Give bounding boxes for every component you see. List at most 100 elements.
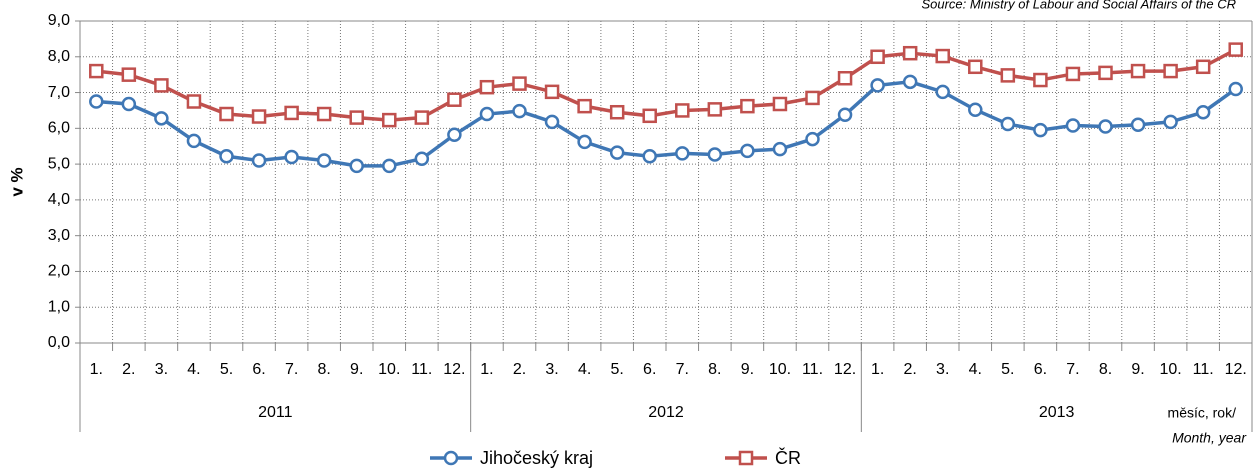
marker bbox=[284, 105, 299, 121]
x-tick-label: 2. bbox=[903, 361, 916, 378]
marker bbox=[642, 108, 657, 124]
marker bbox=[1228, 42, 1243, 57]
marker bbox=[1195, 59, 1211, 75]
marker bbox=[805, 131, 820, 147]
y-tick-label: 6,0 bbox=[48, 120, 70, 137]
marker bbox=[447, 127, 462, 143]
group-label: 2013 bbox=[1039, 404, 1075, 421]
marker bbox=[1000, 68, 1016, 83]
marker bbox=[382, 158, 397, 174]
x-axis-label: měsíc, rok/ bbox=[1168, 405, 1237, 421]
marker bbox=[512, 103, 527, 119]
marker bbox=[414, 110, 430, 125]
marker bbox=[154, 111, 169, 126]
marker bbox=[772, 96, 788, 112]
marker bbox=[154, 78, 169, 93]
marker bbox=[1163, 114, 1178, 130]
x-tick-label: 4. bbox=[187, 361, 200, 378]
marker bbox=[1163, 63, 1178, 79]
legend-label: ČR bbox=[775, 447, 801, 468]
y-tick-label: 9,0 bbox=[48, 12, 70, 29]
x-tick-label: 1. bbox=[90, 361, 103, 378]
marker bbox=[1098, 119, 1113, 134]
marker bbox=[316, 106, 332, 122]
marker bbox=[1130, 63, 1146, 79]
x-tick-label: 9. bbox=[1131, 361, 1144, 378]
x-tick-label: 12. bbox=[443, 361, 465, 378]
marker bbox=[382, 112, 397, 128]
marker bbox=[89, 94, 104, 109]
x-axis-label: Month, year bbox=[1172, 430, 1247, 446]
x-tick-label: 1. bbox=[871, 361, 884, 378]
x-tick-label: 4. bbox=[578, 361, 591, 378]
x-tick-label: 9. bbox=[741, 361, 754, 378]
marker bbox=[89, 63, 104, 79]
marker bbox=[1130, 117, 1146, 133]
marker bbox=[1033, 72, 1048, 88]
marker bbox=[740, 143, 755, 159]
marker bbox=[512, 76, 527, 91]
y-tick-label: 1,0 bbox=[48, 298, 70, 315]
marker bbox=[1195, 104, 1211, 120]
marker bbox=[479, 106, 495, 122]
x-tick-label: 11. bbox=[802, 361, 823, 378]
marker bbox=[1033, 122, 1048, 138]
marker bbox=[935, 84, 950, 100]
y-tick-label: 3,0 bbox=[48, 227, 70, 244]
x-tick-label: 8. bbox=[708, 361, 721, 378]
x-tick-label: 7. bbox=[285, 361, 298, 378]
x-tick-label: 6. bbox=[252, 361, 265, 378]
marker bbox=[219, 106, 234, 122]
marker bbox=[121, 67, 137, 82]
x-tick-label: 3. bbox=[936, 361, 949, 378]
source: Source: Ministry of Labour and Social Af… bbox=[921, 0, 1236, 11]
x-tick-label: 11. bbox=[1193, 361, 1214, 378]
marker bbox=[707, 102, 723, 117]
marker bbox=[935, 48, 950, 64]
marker bbox=[577, 134, 592, 150]
marker bbox=[186, 133, 202, 149]
x-tick-label: 8. bbox=[1099, 361, 1112, 378]
marker bbox=[1065, 66, 1081, 82]
group-label: 2011 bbox=[258, 404, 293, 421]
x-tick-label: 1. bbox=[480, 361, 493, 378]
y-axis-label: v % bbox=[7, 167, 26, 196]
x-tick-label: 5. bbox=[1001, 361, 1014, 378]
x-tick-label: 10. bbox=[1159, 361, 1181, 378]
x-tick-label: 4. bbox=[969, 361, 982, 378]
marker bbox=[968, 102, 983, 117]
marker bbox=[675, 146, 690, 161]
marker bbox=[1065, 118, 1081, 133]
marker bbox=[284, 149, 299, 165]
marker bbox=[544, 84, 560, 100]
x-tick-label: 3. bbox=[545, 361, 558, 378]
marker bbox=[349, 158, 364, 174]
marker bbox=[577, 98, 592, 114]
marker bbox=[837, 107, 853, 122]
marker bbox=[1000, 116, 1016, 132]
marker bbox=[186, 94, 202, 109]
marker bbox=[707, 147, 723, 162]
x-tick-label: 10. bbox=[769, 361, 791, 378]
marker bbox=[544, 114, 560, 130]
marker bbox=[349, 110, 364, 125]
x-tick-label: 5. bbox=[220, 361, 233, 378]
x-tick-label: 2. bbox=[122, 361, 135, 378]
x-tick-label: 7. bbox=[1066, 361, 1079, 378]
marker bbox=[414, 151, 430, 166]
x-tick-label: 5. bbox=[610, 361, 623, 378]
x-tick-label: 12. bbox=[1225, 361, 1247, 378]
marker bbox=[740, 98, 755, 114]
marker bbox=[805, 90, 820, 106]
marker bbox=[479, 79, 495, 95]
legend-marker bbox=[738, 450, 754, 466]
marker bbox=[316, 153, 332, 168]
marker bbox=[1098, 65, 1113, 81]
x-tick-label: 11. bbox=[411, 361, 432, 378]
legend-marker bbox=[443, 450, 459, 466]
marker bbox=[772, 141, 788, 157]
legend-label: Jihočeský kraj bbox=[480, 448, 593, 468]
marker bbox=[609, 145, 625, 160]
y-tick-label: 2,0 bbox=[48, 263, 70, 280]
